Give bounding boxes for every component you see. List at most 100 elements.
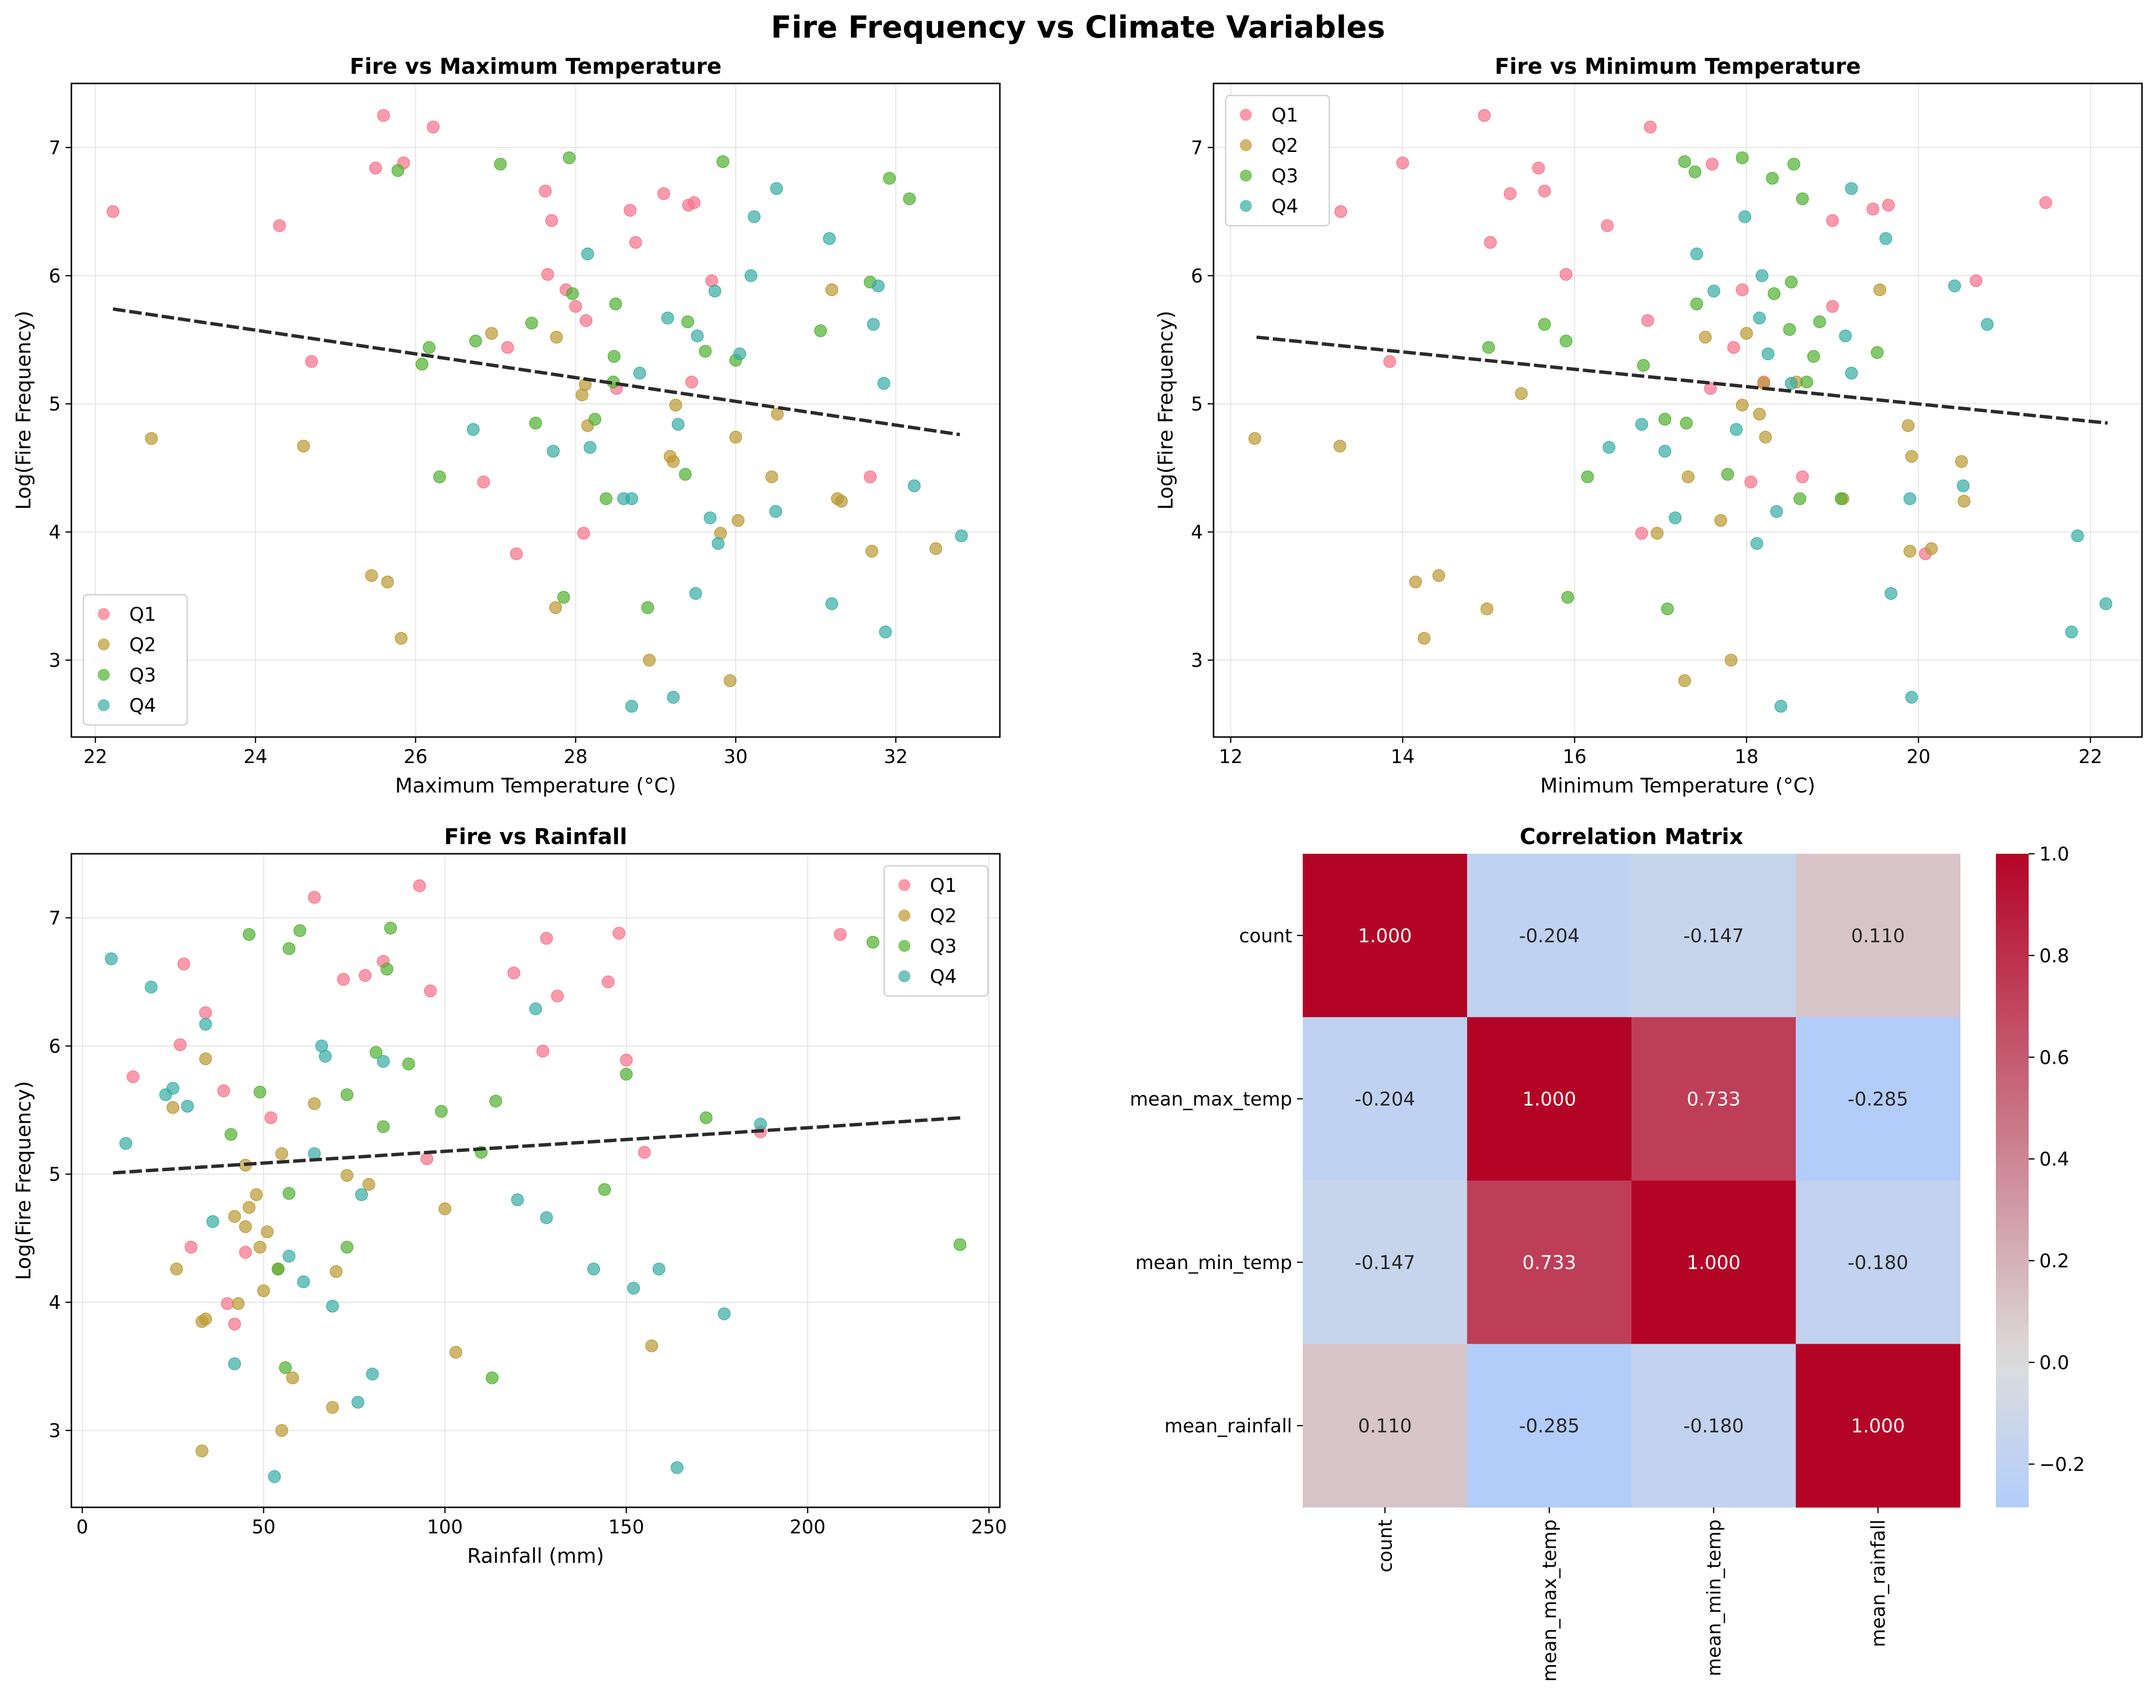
y-axis-label: Log(Fire Frequency) bbox=[12, 311, 35, 510]
data-point-q4 bbox=[1753, 311, 1766, 325]
x-tick-label: 0 bbox=[76, 1517, 88, 1538]
data-point-q4 bbox=[1845, 367, 1858, 380]
x-tick-label: 20 bbox=[1907, 746, 1931, 768]
data-point-q3 bbox=[494, 158, 507, 171]
data-point-q3 bbox=[1766, 172, 1779, 185]
data-point-q3 bbox=[1834, 492, 1848, 506]
heatmap-cell bbox=[1631, 1017, 1796, 1181]
heatmap-cell-value: 0.733 bbox=[1522, 1252, 1576, 1274]
data-point-q2 bbox=[253, 1241, 267, 1254]
data-point-q2 bbox=[1901, 419, 1915, 432]
data-point-q1 bbox=[174, 1038, 187, 1052]
data-point-q2 bbox=[1714, 514, 1727, 527]
data-point-q2 bbox=[1905, 450, 1918, 463]
data-point-q1 bbox=[601, 975, 615, 988]
data-point-q3 bbox=[525, 316, 538, 330]
data-point-q4 bbox=[587, 1262, 600, 1276]
y-tick-label: 6 bbox=[49, 1036, 61, 1058]
data-point-q3 bbox=[486, 1371, 499, 1384]
data-point-q2 bbox=[1515, 387, 1528, 400]
heatmap-cell bbox=[1467, 854, 1632, 1018]
y-tick-label: 7 bbox=[49, 137, 61, 159]
data-point-q2 bbox=[199, 1052, 212, 1066]
legend-frame bbox=[1225, 95, 1330, 227]
legend: Q1 Q2 Q3 Q4 bbox=[1225, 95, 1330, 227]
x-tick-label: 18 bbox=[1734, 746, 1759, 768]
y-tick-label: 3 bbox=[1191, 650, 1203, 672]
data-point-q3 bbox=[369, 1046, 382, 1059]
heatmap-cell bbox=[1467, 1344, 1632, 1508]
data-point-q2 bbox=[1333, 439, 1347, 453]
plot-frame bbox=[70, 82, 1001, 738]
data-point-q3 bbox=[380, 962, 394, 976]
data-point-q4 bbox=[733, 347, 746, 360]
data-point-q4 bbox=[1635, 418, 1648, 431]
data-point-q3 bbox=[1688, 165, 1702, 178]
y-tick-label: 4 bbox=[1191, 522, 1203, 544]
data-point-q2 bbox=[1724, 654, 1738, 667]
trend-line bbox=[1256, 335, 2108, 425]
data-point-q4 bbox=[955, 529, 968, 543]
data-point-q2 bbox=[642, 654, 656, 667]
data-point-q1 bbox=[1882, 199, 1895, 212]
legend-label-q2: Q2 bbox=[1271, 135, 1298, 157]
data-point-q4 bbox=[1770, 505, 1783, 518]
data-point-q1 bbox=[217, 1084, 231, 1097]
data-point-q2 bbox=[170, 1262, 183, 1276]
y-tick-label: 3 bbox=[49, 1421, 61, 1442]
data-point-q4 bbox=[667, 691, 680, 704]
y-tick-label: 3 bbox=[49, 650, 61, 672]
data-point-q1 bbox=[420, 1152, 434, 1165]
plot-frame bbox=[70, 853, 1001, 1508]
x-axis-label: Minimum Temperature (°C) bbox=[1540, 774, 1815, 797]
data-point-q4 bbox=[1903, 492, 1916, 506]
data-point-q1 bbox=[569, 300, 582, 313]
data-point-q4 bbox=[744, 269, 758, 282]
heatmap-cell bbox=[1631, 1344, 1796, 1508]
row-label: mean_max_temp bbox=[1130, 1089, 1292, 1110]
data-point-q3 bbox=[566, 287, 579, 300]
legend-label-q3: Q3 bbox=[129, 665, 156, 686]
data-point-q4 bbox=[770, 182, 783, 195]
legend-label-q2: Q2 bbox=[930, 905, 957, 927]
data-point-q3 bbox=[557, 591, 570, 604]
data-point-q1 bbox=[308, 891, 321, 904]
data-point-q2 bbox=[260, 1225, 274, 1239]
heatmap-cell bbox=[1796, 854, 1961, 1018]
data-point-q1 bbox=[126, 1070, 140, 1083]
data-point-q4 bbox=[748, 210, 761, 223]
panel-min-temp: 12 14 16 18 20 22 3 4 5 6 7 Fire vs Minimum Tempera… bbox=[1154, 54, 2143, 797]
data-point-q3 bbox=[384, 921, 397, 935]
data-point-q4 bbox=[704, 511, 717, 524]
legend-label-q1: Q1 bbox=[129, 604, 156, 626]
data-point-q4 bbox=[708, 285, 722, 298]
data-point-q1 bbox=[264, 1111, 277, 1124]
legend-frame bbox=[82, 594, 188, 726]
panel-title: Fire vs Maximum Temperature bbox=[350, 54, 722, 79]
data-point-q1 bbox=[1532, 162, 1545, 175]
data-point-q1 bbox=[1635, 527, 1648, 540]
data-point-q1 bbox=[638, 1146, 651, 1159]
column-label: mean_max_temp bbox=[1539, 1519, 1561, 1682]
data-point-q3 bbox=[814, 324, 827, 338]
data-point-q3 bbox=[1637, 359, 1650, 372]
data-point-q3 bbox=[1807, 350, 1820, 363]
data-point-q2 bbox=[771, 408, 784, 421]
data-point-q3 bbox=[1658, 412, 1672, 426]
data-point-q3 bbox=[679, 468, 692, 481]
legend-label-q1: Q1 bbox=[1271, 105, 1298, 126]
y-axis-label: Log(Fire Frequency) bbox=[12, 1081, 35, 1280]
data-point-q3 bbox=[1785, 275, 1798, 289]
heatmap-cell-value: -0.204 bbox=[1355, 1089, 1416, 1110]
data-point-q1 bbox=[501, 341, 514, 354]
heatmap-cell-value: 0.733 bbox=[1687, 1089, 1741, 1110]
data-point-q4 bbox=[754, 1118, 767, 1131]
data-point-q4 bbox=[145, 981, 158, 994]
x-tick-label: 200 bbox=[790, 1517, 825, 1538]
legend: Q1 Q2 Q3 Q4 bbox=[883, 865, 989, 997]
data-point-q4 bbox=[228, 1357, 241, 1370]
data-point-q2 bbox=[395, 632, 408, 645]
colorbar-tick-label: 0.4 bbox=[2039, 1149, 2069, 1171]
data-point-q1 bbox=[629, 236, 642, 249]
